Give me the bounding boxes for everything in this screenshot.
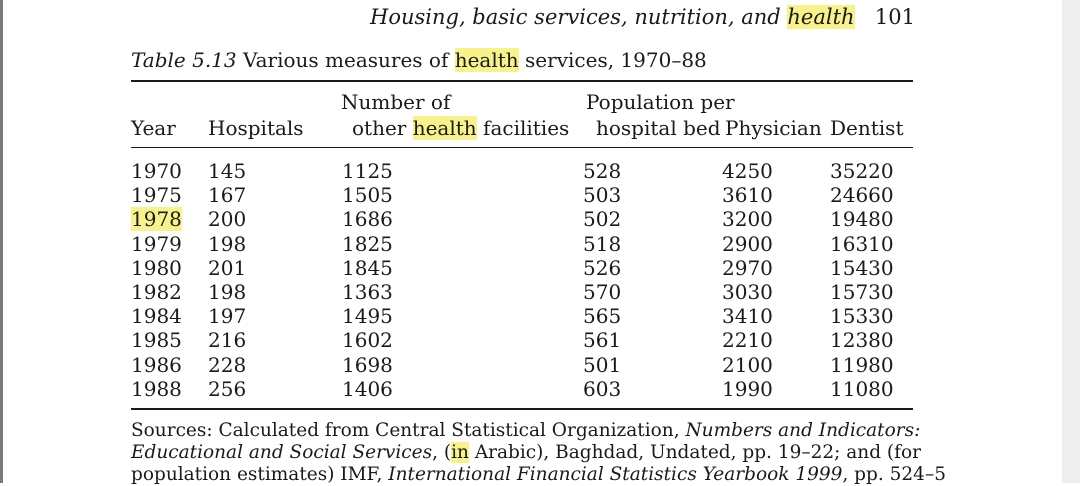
cell-dentist: 15330 bbox=[830, 304, 894, 329]
header-facilities-line2: other health facilities bbox=[352, 116, 570, 140]
table-header-rule bbox=[131, 147, 913, 148]
cell-beds: 561 bbox=[583, 328, 622, 353]
cell-physician: 2100 bbox=[722, 352, 773, 377]
data-table-body: 1970 145 1125 528 4250 35220 1975 167 1505 503 361… bbox=[131, 159, 910, 401]
cell-dentist: 15430 bbox=[830, 255, 894, 280]
page-number: 101 bbox=[874, 5, 915, 29]
cell-facilities: 1686 bbox=[342, 207, 393, 232]
cell-year: 1984 bbox=[131, 304, 182, 329]
cell-year: 1982 bbox=[131, 280, 182, 305]
right-margin-strip bbox=[1062, 0, 1080, 483]
cell-physician: 2970 bbox=[722, 255, 773, 280]
cell-hospitals: 198 bbox=[208, 231, 247, 256]
running-header-title: Housing, basic services, nutrition, and … bbox=[370, 5, 855, 29]
cell-dentist: 24660 bbox=[830, 183, 894, 208]
table-row: 1985 216 1602 561 2210 12380 bbox=[131, 328, 910, 352]
left-page-edge bbox=[0, 0, 3, 483]
cell-physician: 1990 bbox=[722, 376, 773, 401]
cell-beds: 503 bbox=[583, 183, 622, 208]
cell-dentist: 11080 bbox=[830, 376, 894, 401]
cell-facilities: 1698 bbox=[342, 352, 393, 377]
cell-beds: 570 bbox=[583, 280, 622, 305]
cell-hospitals: 216 bbox=[208, 328, 247, 353]
cell-facilities: 1825 bbox=[342, 231, 393, 256]
table-top-rule bbox=[131, 80, 913, 82]
cell-year: 1985 bbox=[131, 328, 182, 353]
cell-physician: 3200 bbox=[722, 207, 773, 232]
table-bottom-rule bbox=[131, 408, 913, 410]
cell-dentist: 11980 bbox=[830, 352, 894, 377]
header-hospitals: Hospitals bbox=[208, 116, 304, 140]
running-header: Housing, basic services, nutrition, and … bbox=[370, 5, 915, 29]
cell-dentist: 19480 bbox=[830, 207, 894, 232]
cell-physician: 3410 bbox=[722, 304, 773, 329]
highlight-health: health bbox=[412, 116, 477, 140]
table-row: 1980 201 1845 526 2970 15430 bbox=[131, 256, 910, 280]
table-row: 1978 200 1686 502 3200 19480 bbox=[131, 207, 910, 232]
data-table: 1970 145 1125 528 4250 35220 1975 167 1505 503 361… bbox=[131, 159, 910, 401]
cell-dentist: 15730 bbox=[830, 280, 894, 305]
table-row: 1988 256 1406 603 1990 11080 bbox=[131, 377, 910, 401]
table-row: 1975 167 1505 503 3610 24660 bbox=[131, 183, 910, 207]
cell-dentist: 16310 bbox=[830, 231, 894, 256]
cell-year: 1988 bbox=[131, 376, 182, 401]
cell-hospitals: 167 bbox=[208, 183, 247, 208]
header-year: Year bbox=[131, 116, 176, 140]
cell-hospitals: 198 bbox=[208, 280, 247, 305]
cell-hospitals: 228 bbox=[208, 352, 247, 377]
cell-facilities: 1125 bbox=[342, 159, 393, 183]
sources-line: Sources: Calculated from Central Statist… bbox=[131, 420, 921, 441]
table-row: 1970 145 1125 528 4250 35220 bbox=[131, 159, 910, 183]
highlight-in: in bbox=[451, 442, 469, 463]
cell-beds: 518 bbox=[583, 231, 622, 256]
cell-dentist: 35220 bbox=[830, 159, 894, 183]
cell-hospitals: 201 bbox=[208, 255, 247, 280]
header-facilities-line1: Number of bbox=[341, 90, 451, 114]
cell-year: 1975 bbox=[131, 183, 182, 208]
highlight-health: health bbox=[454, 48, 519, 72]
cell-beds: 526 bbox=[583, 255, 622, 280]
cell-beds: 603 bbox=[583, 376, 622, 401]
cell-dentist: 12380 bbox=[830, 328, 894, 353]
sources-line: population estimates) IMF, International… bbox=[131, 464, 946, 485]
cell-facilities: 1602 bbox=[342, 328, 393, 353]
cell-beds: 502 bbox=[583, 207, 622, 232]
header-hospital-bed: hospital bed bbox=[596, 116, 721, 140]
header-physician: Physician bbox=[725, 116, 822, 140]
cell-hospitals: 200 bbox=[208, 207, 247, 232]
table-row: 1982 198 1363 570 3030 15730 bbox=[131, 280, 910, 304]
cell-beds: 565 bbox=[583, 304, 622, 329]
cell-hospitals: 197 bbox=[208, 304, 247, 329]
cell-hospitals: 145 bbox=[208, 159, 247, 183]
cell-beds: 501 bbox=[583, 352, 622, 377]
cell-year: 1979 bbox=[131, 231, 182, 256]
cell-physician: 4250 bbox=[722, 159, 773, 183]
table-row: 1986 228 1698 501 2100 11980 bbox=[131, 353, 910, 377]
cell-facilities: 1363 bbox=[342, 280, 393, 305]
cell-beds: 528 bbox=[583, 159, 622, 183]
cell-physician: 2210 bbox=[722, 328, 773, 353]
cell-hospitals: 256 bbox=[208, 376, 247, 401]
sources-note: Sources: Calculated from Central Statist… bbox=[131, 420, 946, 486]
cell-facilities: 1505 bbox=[342, 183, 393, 208]
header-dentist: Dentist bbox=[830, 116, 904, 140]
cell-facilities: 1495 bbox=[342, 304, 393, 329]
cell-year: 1978 bbox=[131, 207, 182, 232]
cell-physician: 3610 bbox=[722, 183, 773, 208]
cell-year: 1986 bbox=[131, 352, 182, 377]
cell-facilities: 1406 bbox=[342, 376, 393, 401]
table-row: 1979 198 1825 518 2900 16310 bbox=[131, 232, 910, 256]
table-row: 1984 197 1495 565 3410 15330 bbox=[131, 304, 910, 328]
sources-line: Educational and Social Services, (in Ara… bbox=[131, 442, 921, 463]
cell-physician: 3030 bbox=[722, 280, 773, 305]
header-population-per: Population per bbox=[586, 90, 735, 114]
cell-year: 1980 bbox=[131, 255, 182, 280]
cell-physician: 2900 bbox=[722, 231, 773, 256]
table-caption: Table 5.13 Various measures of health se… bbox=[131, 48, 707, 72]
cell-year: 1970 bbox=[131, 159, 182, 183]
table-label: Table 5.13 bbox=[131, 48, 237, 72]
cell-facilities: 1845 bbox=[342, 255, 393, 280]
highlight-health: health bbox=[787, 5, 855, 29]
